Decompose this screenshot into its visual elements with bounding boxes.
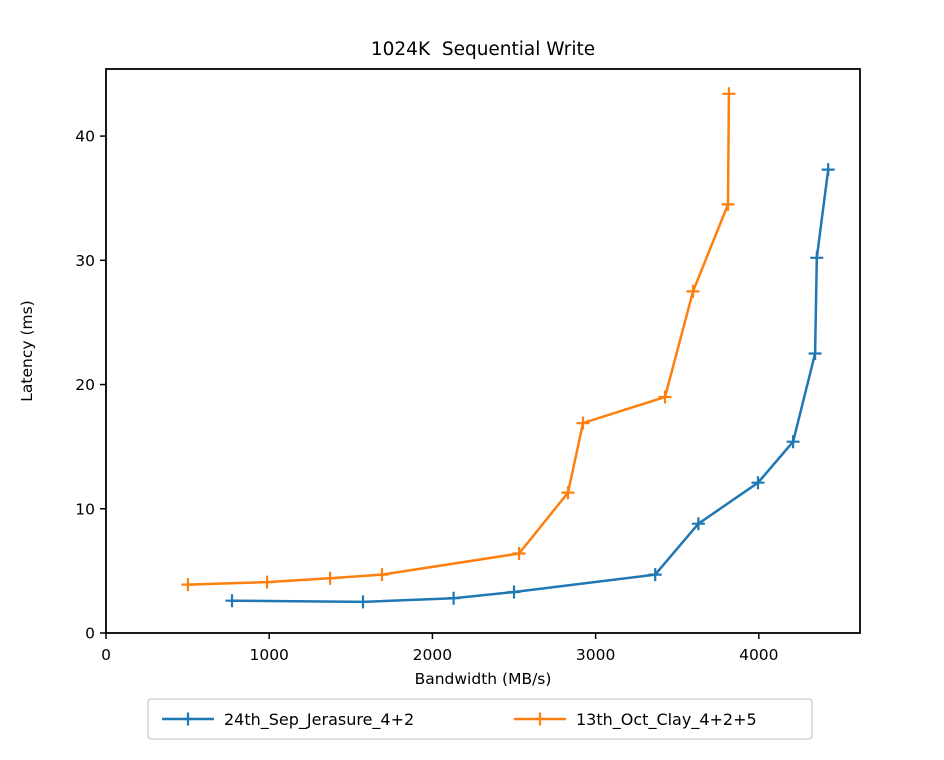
y-tick-label: 20 xyxy=(75,376,95,394)
legend: 24th_Sep_Jerasure_4+2 13th_Oct_Clay_4+2+5 xyxy=(147,698,813,740)
x-tick-label: 1000 xyxy=(249,646,288,664)
y-axis-label: Latency (ms) xyxy=(18,300,36,401)
series-markers-1 xyxy=(181,87,736,592)
series-line-1 xyxy=(186,92,731,586)
series-line-0 xyxy=(230,168,830,604)
plot-border xyxy=(105,68,861,634)
x-tick-label: 0 xyxy=(101,646,111,664)
legend-sample-marker-1 xyxy=(533,712,547,726)
y-tick-label: 0 xyxy=(85,625,95,643)
legend-label-1: 13th_Oct_Clay_4+2+5 xyxy=(576,710,757,730)
x-tick-label: 3000 xyxy=(576,646,615,664)
x-tick-label: 2000 xyxy=(413,646,452,664)
x-axis-label: Bandwidth (MB/s) xyxy=(415,670,552,688)
legend-sample-marker-0 xyxy=(181,712,195,726)
plot-area: 0 1000 2000 3000 4000 0 10 20 30 40 xyxy=(75,68,861,664)
series-markers-0 xyxy=(225,163,835,609)
legend-box xyxy=(147,698,813,740)
x-tick-label: 4000 xyxy=(739,646,778,664)
y-tick-label: 40 xyxy=(75,128,95,146)
y-tick-label: 30 xyxy=(75,252,95,270)
legend-label-0: 24th_Sep_Jerasure_4+2 xyxy=(224,710,414,730)
chart-title: 1024K Sequential Write xyxy=(371,39,595,60)
y-tick-label: 10 xyxy=(75,500,95,518)
